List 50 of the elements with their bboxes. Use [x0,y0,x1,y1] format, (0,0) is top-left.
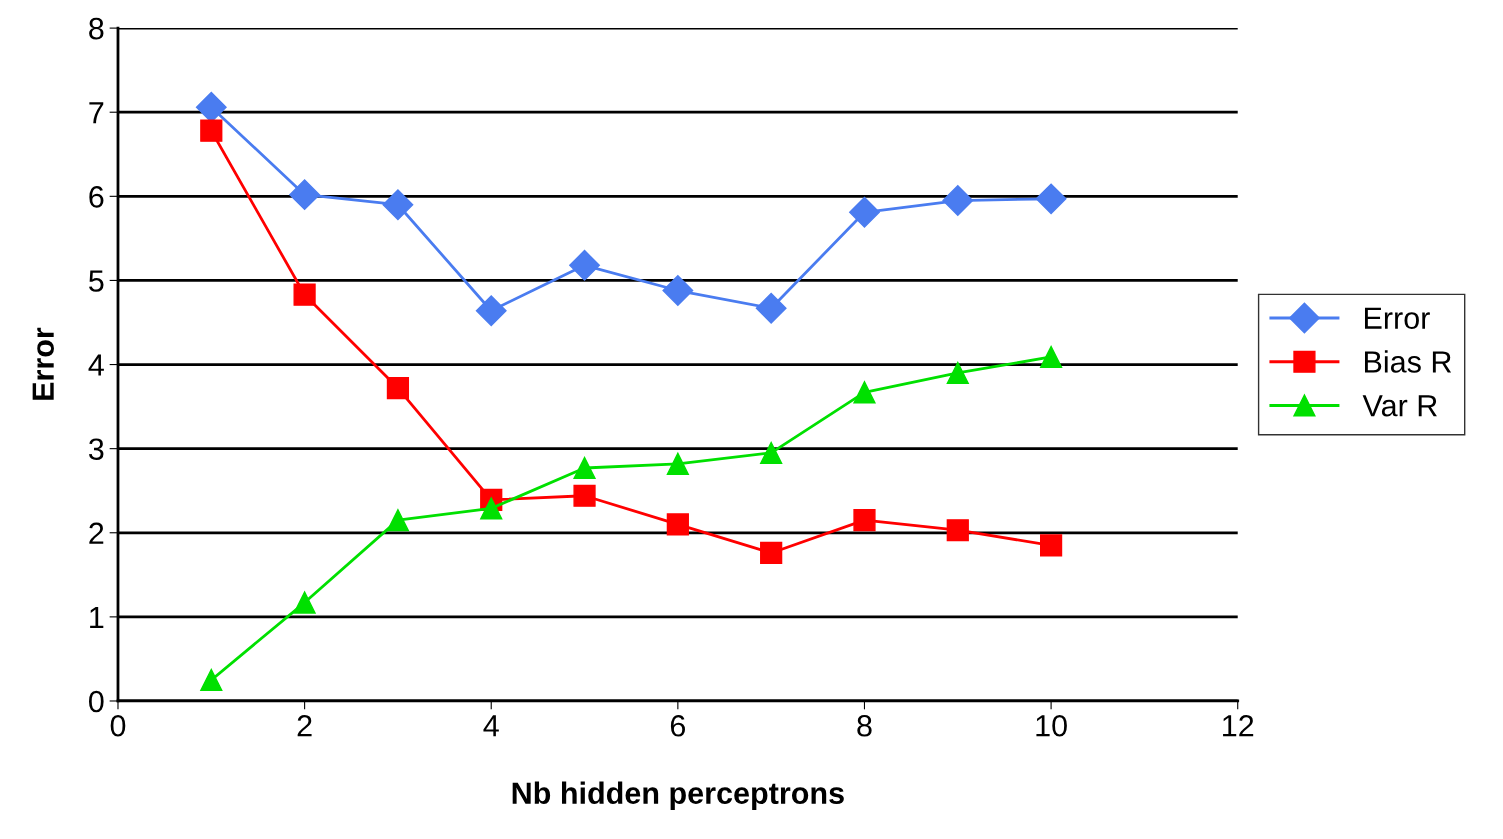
y-tick-label: 7 [89,102,104,124]
y-tick-label: 0 [88,690,104,713]
y-axis-title: Error [32,327,54,400]
point [853,381,876,404]
point [946,361,969,385]
x-tick-label: 6 [670,714,686,737]
point [573,484,596,507]
y-tick-label: 5 [89,270,104,292]
x-tick-label: 10 [1036,714,1067,737]
point [200,668,223,692]
x-tick-label: 8 [857,714,872,737]
point [662,275,694,306]
y-tick-label: 1 [90,606,104,628]
point [666,513,689,536]
point [386,376,410,400]
point [760,441,783,464]
x-tick-label: 12 [1223,714,1254,737]
point [480,497,503,520]
point [200,119,223,142]
y-tick-label: 6 [89,186,104,208]
point [569,249,600,281]
point [942,185,974,216]
x-tick-label: 2 [297,714,312,737]
point [849,196,880,228]
point [1039,345,1063,369]
legend-label: Bias R [1364,350,1452,373]
point [289,179,321,211]
legend-label: Var R [1362,395,1437,417]
point [293,283,316,306]
point [853,509,876,532]
point [755,292,787,324]
legend-label: Error [1364,307,1430,329]
point [666,452,689,475]
x-axis-title: Nb hidden perceptrons [512,781,844,811]
point [195,91,227,123]
point [946,519,969,542]
y-tick-label: 3 [88,438,104,461]
point [573,456,596,480]
x-tick-label: 0 [110,714,126,737]
point [382,189,414,221]
y-tick-label: 8 [89,17,104,40]
y-tick-label: 4 [88,354,104,376]
point [475,295,507,327]
point [760,541,783,565]
point [293,591,316,614]
y-tick-label: 2 [89,522,104,544]
point [1035,183,1067,215]
point [1039,534,1063,557]
point [386,509,410,532]
x-tick-label: 4 [483,715,499,737]
